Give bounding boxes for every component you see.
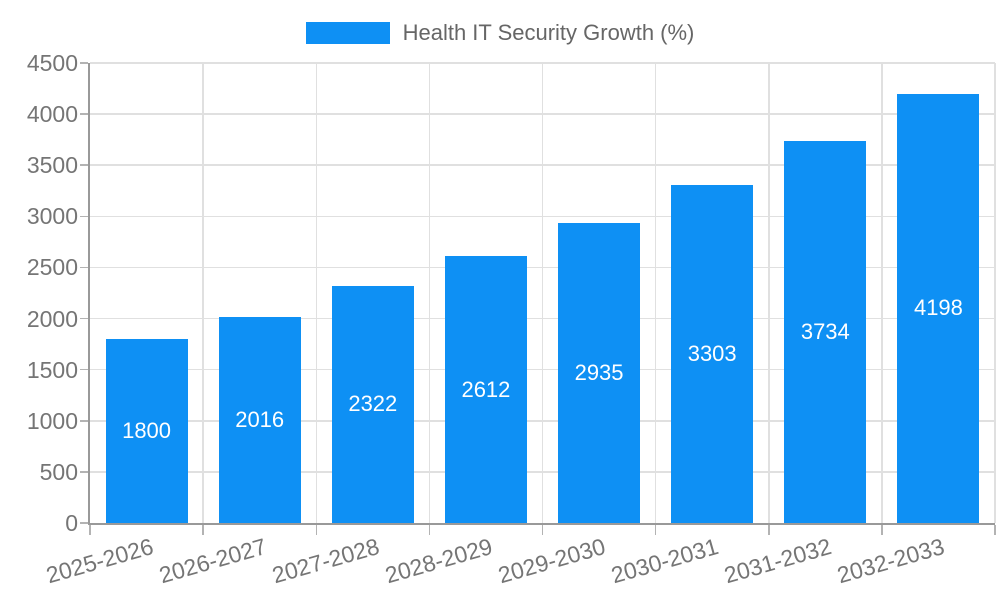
bar-value-label: 2612 xyxy=(461,376,511,402)
y-tick-mark xyxy=(80,266,88,269)
bar-value-label: 2016 xyxy=(235,406,285,432)
x-tick-label: 2029-2030 xyxy=(495,533,609,589)
bar[interactable]: 2612 xyxy=(444,256,527,523)
y-tick-mark xyxy=(80,368,88,371)
x-tick-mark xyxy=(428,525,431,535)
y-tick-mark xyxy=(80,471,88,473)
x-tick-mark xyxy=(202,525,204,535)
bar-value-label: 2935 xyxy=(574,359,624,385)
x-tick-mark xyxy=(994,525,996,535)
x-tick-label: 2031-2032 xyxy=(721,533,835,589)
bar[interactable]: 1800 xyxy=(105,339,188,523)
legend-item[interactable]: Health IT Security Growth (%) xyxy=(0,20,1000,46)
y-tick-mark xyxy=(80,215,88,218)
bar-value-label: 1800 xyxy=(122,418,172,443)
bar[interactable]: 2935 xyxy=(558,222,641,523)
bar[interactable]: 2322 xyxy=(331,285,414,523)
y-tick-label: 2000 xyxy=(26,305,78,332)
y-tick-label: 3000 xyxy=(26,203,78,230)
x-tick-label: 2028-2029 xyxy=(382,533,496,589)
y-axis-labels: 0 500 1000 1500 2000 2500 3000 3500 4000 4500 xyxy=(0,50,78,536)
x-axis-labels: 2025-2026 2026-2027 2027-2028 2028-2029 2029… xyxy=(43,533,993,593)
v-gridline xyxy=(881,63,883,523)
y-tick-label: 500 xyxy=(39,458,78,485)
bar[interactable]: 2016 xyxy=(218,316,301,523)
y-tick-mark xyxy=(80,164,88,166)
y-tick-label: 4500 xyxy=(26,50,78,76)
v-gridline xyxy=(994,63,996,523)
bar-value-label: 3734 xyxy=(800,319,850,345)
legend-label: Health IT Security Growth (%) xyxy=(402,20,695,45)
y-tick-mark xyxy=(80,420,88,422)
x-tick-mark xyxy=(89,525,91,535)
y-tick-label: 0 xyxy=(65,510,78,536)
v-gridline xyxy=(541,63,544,523)
y-tick-label: 3500 xyxy=(26,152,78,179)
bar-value-label: 3303 xyxy=(687,341,737,367)
bar-value-label: 4198 xyxy=(913,295,963,321)
x-tick-mark xyxy=(541,525,544,535)
x-tick-mark xyxy=(315,525,317,535)
y-tick-mark xyxy=(80,113,88,115)
y-tick-label: 4000 xyxy=(26,101,78,128)
legend-swatch xyxy=(305,22,390,44)
y-tick-label: 2500 xyxy=(26,254,78,281)
x-tick-label: 2032-2033 xyxy=(834,533,948,589)
x-tick-mark xyxy=(654,525,657,535)
x-tick-label: 2026-2027 xyxy=(155,533,269,589)
y-tick-mark xyxy=(80,522,88,524)
y-tick-label: 1000 xyxy=(26,407,78,434)
v-gridline xyxy=(202,63,204,523)
bar[interactable]: 3734 xyxy=(784,141,867,523)
v-gridline xyxy=(768,63,770,523)
x-tick-mark xyxy=(881,525,883,535)
v-gridline xyxy=(654,63,657,523)
x-tick-mark xyxy=(768,525,770,535)
bar[interactable]: 4198 xyxy=(897,93,980,523)
x-tick-label: 2027-2028 xyxy=(269,533,382,589)
plot-area: 1800 2016 2322 2612 2935 3303 3734 4198 xyxy=(80,62,996,535)
bar[interactable]: 3303 xyxy=(671,185,754,523)
y-tick-label: 1500 xyxy=(26,356,78,383)
x-tick-label: 2025-2026 xyxy=(42,533,156,589)
y-tick-mark xyxy=(80,62,88,64)
y-tick-mark xyxy=(80,317,88,320)
x-tick-label: 2030-2031 xyxy=(608,533,722,589)
v-gridline xyxy=(428,63,431,523)
bar-value-label: 2322 xyxy=(348,391,398,417)
v-gridline xyxy=(315,63,317,523)
